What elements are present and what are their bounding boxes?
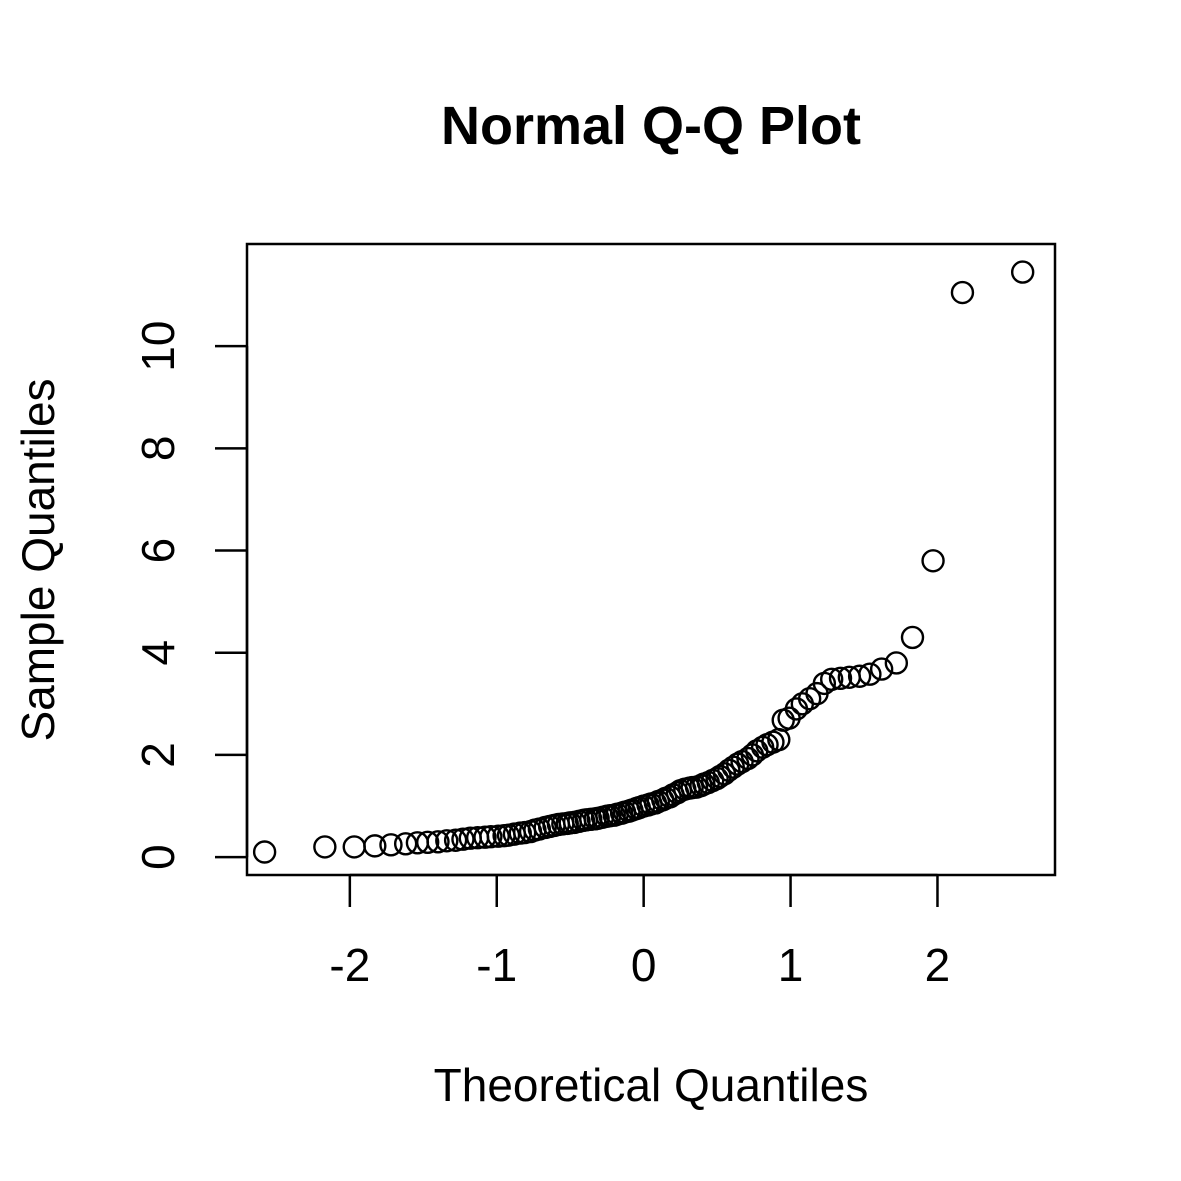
- x-tick-label: 2: [925, 939, 951, 991]
- data-point: [847, 664, 872, 688]
- points-layer: [252, 260, 1035, 864]
- x-tick-label: 1: [778, 939, 804, 991]
- y-axis-label: Sample Quantiles: [12, 378, 64, 741]
- chart-title: Normal Q-Q Plot: [441, 96, 861, 156]
- x-tick-label: -1: [476, 939, 517, 991]
- data-point: [819, 667, 844, 692]
- data-point: [435, 829, 459, 853]
- data-point: [736, 746, 760, 771]
- data-point: [451, 827, 475, 851]
- data-point: [379, 833, 403, 857]
- data-point: [363, 834, 387, 858]
- y-axis: 0 2 4 6 8 10: [132, 321, 249, 870]
- data-point: [252, 840, 277, 864]
- data-point: [950, 280, 975, 305]
- data-point: [900, 625, 925, 650]
- y-tick-label: 2: [132, 742, 184, 768]
- x-tick-label: 0: [631, 939, 657, 991]
- data-point: [858, 662, 882, 686]
- y-tick-label: 0: [132, 844, 184, 870]
- data-point: [869, 657, 894, 681]
- x-axis-label: Theoretical Quantiles: [434, 1059, 869, 1111]
- data-point: [426, 830, 450, 854]
- data-point: [443, 828, 468, 852]
- plot-frame: [245, 242, 1057, 877]
- x-axis: -2 -1 0 1 2: [329, 873, 951, 991]
- data-point: [797, 687, 822, 711]
- y-tick-label: 4: [132, 640, 184, 666]
- data-point: [790, 692, 815, 716]
- y-tick-label: 8: [132, 436, 184, 462]
- data-point: [1010, 260, 1035, 284]
- data-point: [784, 697, 809, 721]
- data-point: [921, 549, 945, 573]
- data-point: [828, 666, 853, 690]
- data-point: [415, 830, 440, 855]
- data-point: [884, 651, 909, 675]
- data-point: [479, 824, 503, 849]
- y-tick-label: 10: [132, 321, 184, 372]
- data-point: [342, 835, 366, 859]
- data-point: [313, 835, 337, 859]
- y-tick-label: 6: [132, 538, 184, 564]
- x-tick-label: -2: [329, 939, 370, 991]
